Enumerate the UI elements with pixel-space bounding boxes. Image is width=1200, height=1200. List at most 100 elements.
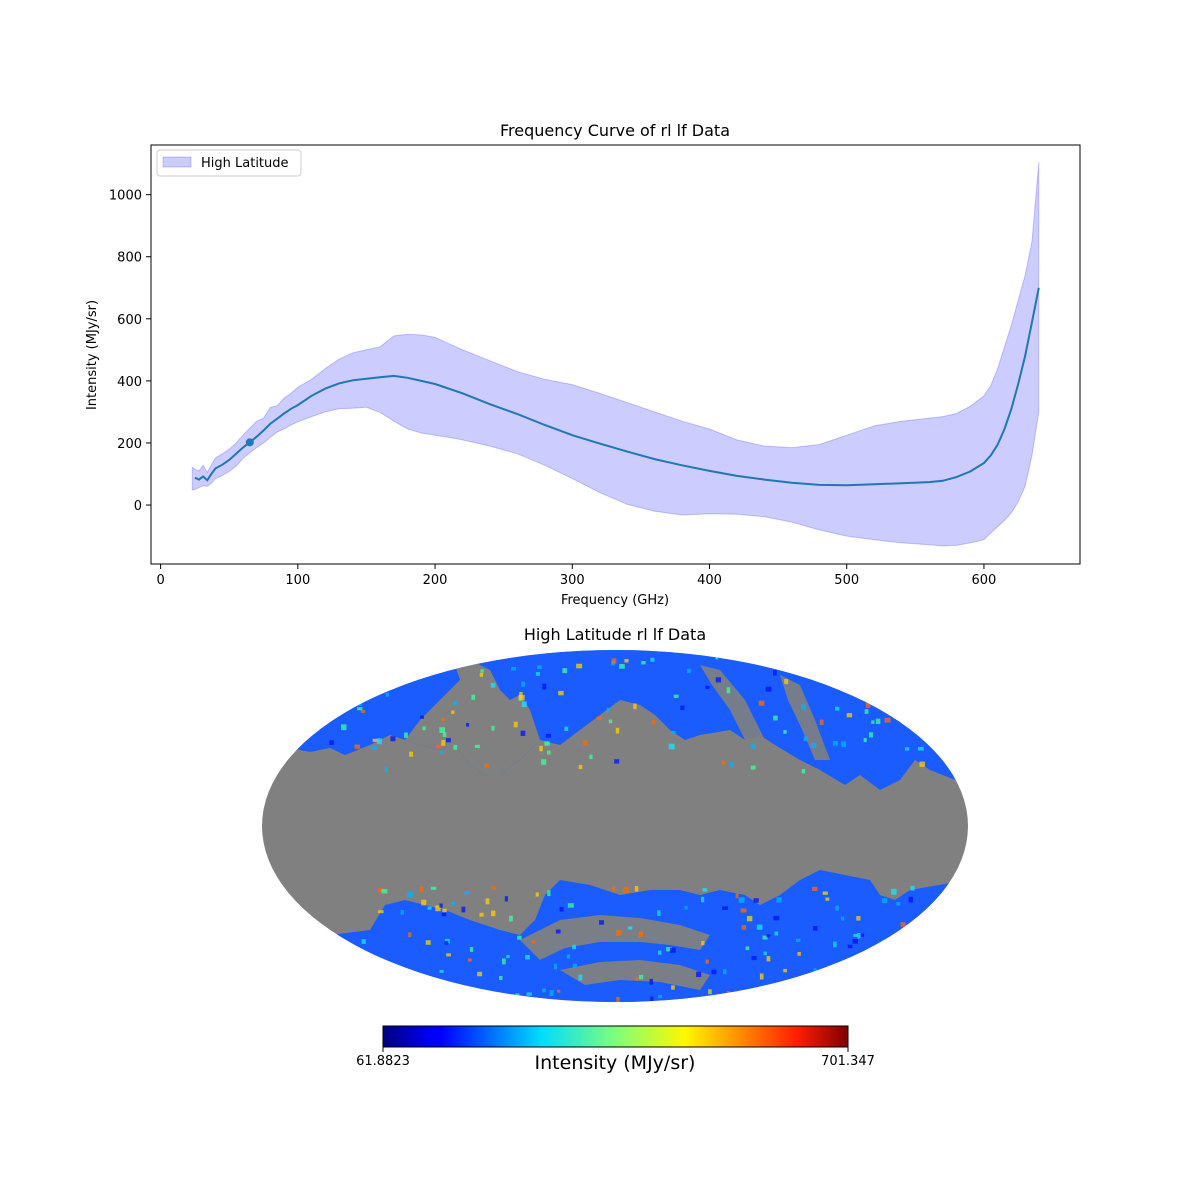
map-pixel: [386, 971, 391, 976]
map-pixel: [397, 655, 402, 659]
map-pixel: [726, 991, 731, 996]
map-pixel: [518, 694, 525, 701]
map-pixel: [468, 958, 472, 962]
map-pixel: [758, 700, 765, 706]
map-pixel: [446, 738, 451, 743]
y-tick-label: 1000: [109, 189, 142, 204]
map-pixel: [441, 717, 446, 722]
y-tick-label: 0: [134, 499, 142, 514]
map-pixel: [535, 672, 540, 676]
map-pixel: [542, 683, 547, 690]
map-pixel: [801, 704, 807, 710]
map-pixel: [869, 732, 874, 738]
map-pixel: [441, 740, 446, 746]
map-pixel: [421, 899, 427, 906]
map-pixel: [881, 898, 888, 904]
map-pixel: [638, 974, 644, 980]
map-pixel: [634, 977, 639, 981]
x-tick-label: 500: [834, 573, 859, 588]
map-pixel: [547, 890, 551, 897]
map-pixel: [650, 996, 654, 1001]
map-pixel: [408, 932, 412, 938]
map-pixel: [904, 747, 910, 751]
map-pixel: [773, 670, 777, 676]
map-pixel: [671, 985, 675, 990]
y-tick-label: 200: [117, 437, 142, 452]
map-pixel: [511, 667, 517, 671]
map-pixel: [822, 891, 828, 895]
map-pixel: [430, 886, 437, 890]
map-pixel: [825, 897, 830, 901]
map-pixel: [875, 718, 881, 724]
map-pixel: [638, 931, 644, 938]
map-pixel: [444, 941, 449, 945]
map-pixel: [474, 655, 479, 661]
map-pixel: [846, 713, 853, 718]
map-pixel: [623, 887, 629, 893]
map-pixel: [832, 740, 838, 746]
map-pixel: [863, 738, 867, 743]
map-pixel: [615, 727, 620, 734]
map-pixel: [802, 988, 806, 995]
map-pixel: [926, 655, 930, 661]
map-pixel: [469, 947, 474, 952]
map-pixel: [515, 993, 520, 998]
map-pixel: [452, 701, 458, 706]
map-pixel: [370, 997, 374, 1002]
map-pixel: [611, 658, 617, 664]
map-pixel: [783, 730, 787, 734]
map-pixel: [612, 886, 616, 891]
map-pixel: [491, 910, 496, 917]
map-pixel: [910, 692, 916, 697]
map-pixel: [526, 992, 532, 996]
map-pixel: [537, 665, 542, 670]
map-pixel: [730, 761, 734, 768]
map-pixel: [549, 990, 554, 996]
plot-frame: [150, 144, 1081, 565]
map-pixel: [464, 890, 470, 895]
x-tick-label: 600: [972, 573, 997, 588]
map-pixel: [502, 958, 506, 965]
map-pixel: [856, 916, 861, 921]
map-pixel: [572, 944, 576, 950]
map-pixel: [479, 912, 484, 917]
map-pixel: [835, 706, 840, 711]
map-pixel: [876, 975, 880, 980]
map-pixel: [801, 994, 807, 999]
map-pixel: [599, 920, 604, 925]
map-pixel: [303, 716, 310, 723]
map-pixel: [766, 956, 771, 962]
map-pixel: [346, 671, 351, 678]
map-pixel: [439, 727, 446, 734]
map-pixel: [308, 712, 314, 717]
map-pixel: [567, 903, 574, 908]
map-pixel: [919, 761, 925, 767]
y-tick-label: 400: [117, 375, 142, 390]
y-tick-label: 800: [117, 251, 142, 266]
map-pixel: [539, 745, 543, 752]
map-pixel: [740, 908, 747, 913]
map-pixel: [751, 956, 757, 961]
map-pixel: [608, 719, 613, 724]
map-pixel: [867, 694, 872, 699]
map-pixel: [922, 969, 929, 975]
map-pixel: [343, 662, 348, 667]
map-pixel: [471, 694, 476, 700]
north-masked-stripe-2: [780, 675, 830, 760]
selected-point-marker: [245, 438, 254, 447]
map-pixel: [892, 971, 897, 976]
map-pixel: [461, 906, 466, 913]
x-tick-label: 400: [697, 573, 722, 588]
map-pixel: [896, 902, 901, 906]
map-pixel: [377, 888, 384, 893]
map-pixel: [442, 908, 447, 913]
map-pixel: [841, 741, 847, 748]
map-pixel: [813, 968, 817, 974]
map-pixel: [687, 668, 691, 674]
map-pixel: [858, 674, 862, 680]
map-pixel: [776, 897, 782, 903]
map-pixel: [566, 954, 571, 959]
map-pixel: [400, 910, 405, 915]
map-pixel: [347, 690, 352, 696]
